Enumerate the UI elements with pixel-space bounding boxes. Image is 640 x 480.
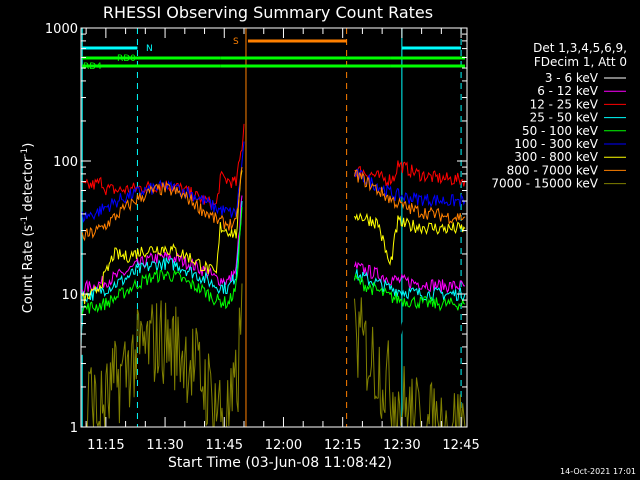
- series-12-25-kev: [82, 123, 245, 211]
- series-800-7000-kev: [81, 167, 243, 242]
- plot-frame: [80, 27, 468, 428]
- series-25-50-kev: [354, 269, 466, 302]
- legend-label-12-25-kev: 12 - 25 keV: [530, 97, 599, 111]
- legend-label-800-7000-kev: 800 - 7000 keV: [507, 163, 599, 177]
- series-25-50-kev: [81, 200, 243, 303]
- annotation-bar-label: S: [233, 37, 239, 47]
- legend-label-6-12-kev: 6 - 12 keV: [537, 84, 599, 98]
- series-800-7000-kev: [354, 169, 466, 226]
- legend-label-3-6-kev: 3 - 6 keV: [545, 71, 599, 85]
- series-7000-15000-kev: [354, 297, 466, 427]
- legend-label-100-300-kev: 100 - 300 keV: [514, 137, 598, 151]
- x-tick-label: 12:30: [383, 438, 420, 453]
- legend-label-7000-15000-kev: 7000 - 15000 keV: [491, 177, 598, 191]
- legend-label-25-50-kev: 25 - 50 keV: [530, 111, 599, 125]
- series-100-300-kev: [81, 141, 245, 223]
- series-6-12-kev: [354, 260, 465, 294]
- x-axis-label: Start Time (03-Jun-08 11:08:42): [168, 455, 392, 471]
- series-50-100-kev: [81, 207, 243, 315]
- annotation-bar-label: N: [146, 44, 153, 54]
- legend-header-1: Det 1,3,4,5,6,9,: [533, 41, 627, 55]
- legend-label-50-100-kev: 50 - 100 keV: [522, 124, 599, 138]
- x-tick-label: 12:45: [442, 438, 479, 453]
- annotation-bar-label: RD0: [117, 54, 136, 64]
- x-tick-label: 11:45: [206, 438, 243, 453]
- series-6-12-kev: [81, 195, 243, 296]
- x-tick-label: 11:15: [87, 438, 124, 453]
- y-axis-label: Count Rate (s-1 detector-1): [20, 143, 36, 314]
- series-3-6-kev: [354, 273, 466, 358]
- chart-title: RHESSI Observing Summary Count Rates: [103, 3, 433, 22]
- x-tick-label: 12:15: [324, 438, 361, 453]
- series-100-300-kev: [354, 168, 466, 208]
- y-axis: 1 10 100 1000: [45, 22, 467, 436]
- series-300-800-kev: [354, 212, 466, 266]
- y-tick-label: 1: [70, 421, 78, 436]
- x-tick-label: 11:30: [146, 438, 183, 453]
- annotation-bar-label: RD4: [83, 62, 102, 72]
- annotation-bars: N RD0 RD4 S: [82, 37, 466, 72]
- y-tick-label: 100: [53, 155, 78, 170]
- x-tick-label: 12:00: [265, 438, 302, 453]
- series-300-800-kev: [81, 170, 243, 305]
- series-50-100-kev: [354, 273, 466, 312]
- y-tick-label: 1000: [45, 22, 78, 37]
- y-tick-label: 10: [61, 288, 78, 303]
- x-axis: 11:15 11:30 11:45 12:00 12:15 12:30 12:45: [85, 28, 480, 453]
- legend: Det 1,3,4,5,6,9, FDecim 1, Att 0 3 - 6 k…: [491, 41, 627, 191]
- series-12-25-kev: [354, 160, 466, 187]
- legend-label-300-800-kev: 300 - 800 keV: [514, 150, 598, 164]
- footer-timestamp: 14-Oct-2021 17:01: [560, 467, 636, 476]
- series-7000-15000-kev: [85, 283, 243, 427]
- legend-header-2: FDecim 1, Att 0: [534, 55, 627, 69]
- series-3-6-kev: [81, 203, 243, 361]
- series-lines: [81, 123, 466, 427]
